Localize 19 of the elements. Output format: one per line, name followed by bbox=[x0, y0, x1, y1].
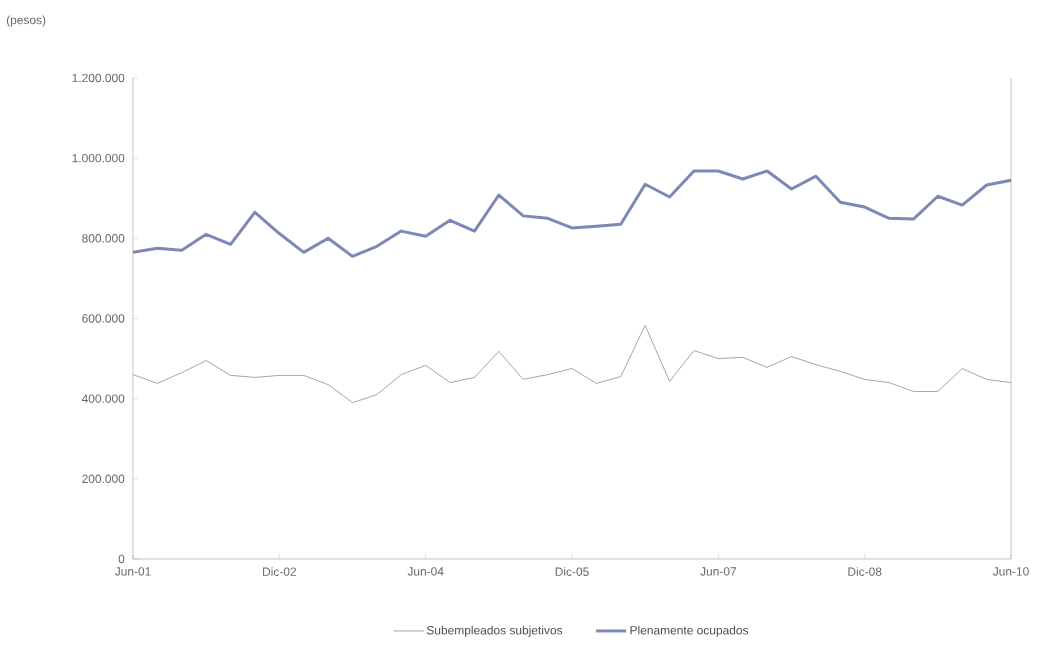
legend-label: Subempleados subjetivos bbox=[426, 625, 563, 637]
y-tick-label: 400.000 bbox=[81, 394, 125, 403]
x-tick-label: Dic-05 bbox=[555, 567, 589, 576]
line-series bbox=[132, 324, 1012, 404]
y-tick-label: 800.000 bbox=[82, 234, 125, 243]
x-tick-label: Jun-01 bbox=[114, 567, 151, 576]
x-tick-label: Jun-04 bbox=[407, 567, 444, 576]
y-axis-title: (pesos) bbox=[6, 15, 46, 27]
x-tick-label: Jun-10 bbox=[992, 567, 1029, 576]
legend-label: Plenamente ocupados bbox=[630, 625, 749, 637]
line-series bbox=[131, 169, 1013, 258]
y-tick-label: 200.000 bbox=[82, 474, 125, 484]
y-tick-label: 600.000 bbox=[82, 314, 125, 323]
y-tick-label: 0 bbox=[118, 554, 125, 564]
y-tick-label: 1.000.000 bbox=[72, 153, 125, 163]
x-tick-label: Dic-08 bbox=[848, 567, 882, 576]
y-tick-label: 1.200.000 bbox=[72, 73, 125, 83]
x-tick-label: Jun-07 bbox=[700, 567, 737, 576]
x-tick-label: Dic-02 bbox=[263, 567, 297, 576]
